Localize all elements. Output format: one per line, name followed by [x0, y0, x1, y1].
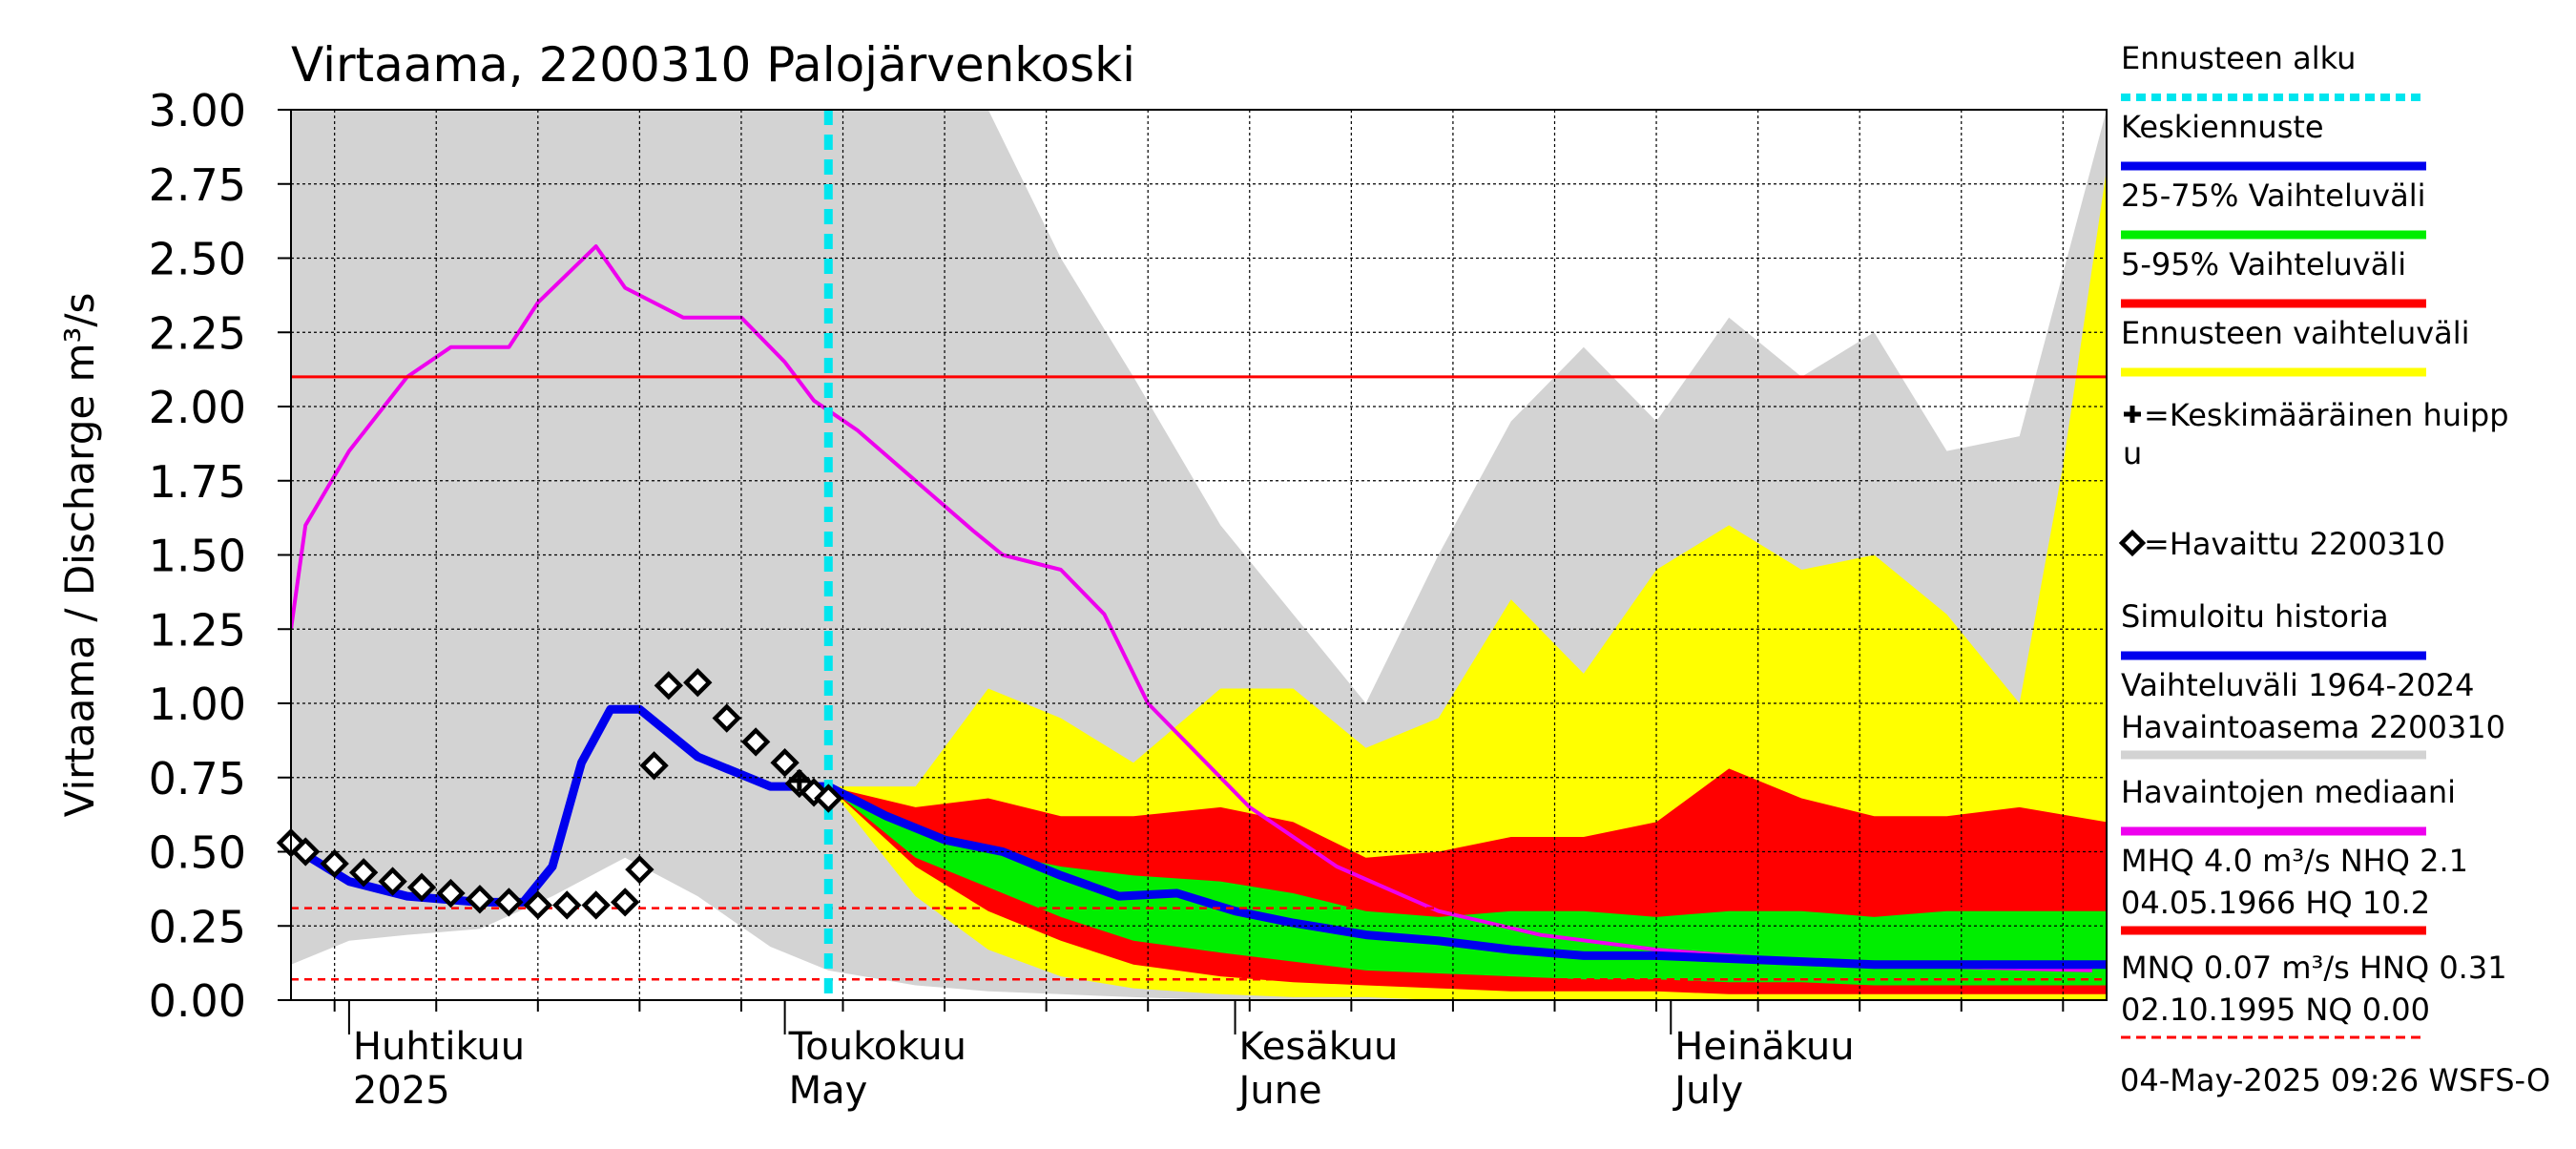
legend-item: Havaintojen mediaani — [2121, 774, 2456, 836]
observed-point — [378, 867, 407, 896]
month-sublabel: June — [1236, 1069, 1322, 1113]
observed-point — [683, 668, 713, 698]
legend-item: MHQ 4.0 m³/s NHQ 2.1 04.05.1966 HQ 10.2 — [2121, 843, 2468, 935]
observed-point — [320, 848, 349, 879]
month-label: Heinäkuu — [1674, 1025, 1854, 1069]
chart-title: Virtaama, 2200310 Palojärvenkoski — [291, 37, 1135, 93]
month-label: Huhtikuu — [353, 1025, 525, 1069]
observed-point — [654, 671, 684, 700]
observed-point — [581, 890, 611, 920]
month-label: Toukokuu — [788, 1025, 966, 1069]
legend-label: =Keskimääräinen huipp — [2144, 397, 2509, 433]
y-tick-label: 0.50 — [149, 827, 246, 879]
observed-point — [625, 854, 654, 885]
y-tick-label: 0.00 — [149, 975, 246, 1027]
plot-data-layer — [291, 110, 2107, 1000]
legend-label: 5-95% Vaihteluväli — [2121, 246, 2406, 282]
legend-item: =Havaittu 2200310 — [2118, 526, 2445, 562]
y-tick-label: 1.50 — [149, 531, 246, 582]
y-tick-label: 2.75 — [149, 159, 246, 211]
legend-item: 5-95% Vaihteluväli — [2121, 246, 2426, 308]
y-tick-label: 1.75 — [149, 456, 246, 508]
y-tick-label: 0.25 — [149, 901, 246, 952]
observed-point — [465, 885, 495, 914]
y-tick-label: 1.00 — [149, 679, 246, 730]
legend-item: MNQ 0.07 m³/s HNQ 0.31 02.10.1995 NQ 0.00 — [2121, 950, 2507, 1039]
y-tick-label: 3.00 — [149, 85, 246, 136]
legend-label: Havaintojen mediaani — [2121, 774, 2456, 810]
observed-point — [639, 751, 669, 781]
y-tick-label: 2.00 — [149, 382, 246, 433]
observed-point — [523, 890, 552, 920]
month-sublabel: May — [789, 1069, 868, 1113]
legend-label: Simuloitu historia — [2121, 598, 2389, 635]
legend-label-line2: 02.10.1995 NQ 0.00 — [2121, 992, 2430, 1028]
legend-label: 25-75% Vaihteluväli — [2121, 178, 2425, 214]
timestamp-footer: 04-May-2025 09:26 WSFS-O — [2120, 1062, 2550, 1098]
legend-label: Ennusteen vaihteluväli — [2121, 315, 2470, 351]
observed-point — [770, 748, 800, 778]
y-tick-label: 0.75 — [149, 753, 246, 804]
month-sublabel: 2025 — [353, 1069, 450, 1113]
legend-label-line2: u — [2123, 435, 2142, 471]
legend-diamond-marker — [2118, 529, 2147, 557]
legend-label: MHQ 4.0 m³/s NHQ 2.1 — [2121, 843, 2468, 879]
legend-item: Ennusteen vaihteluväli — [2121, 315, 2470, 377]
y-axis-label: Virtaama / Discharge m³/s — [56, 293, 103, 818]
observed-point — [436, 878, 466, 909]
observed-point — [291, 837, 321, 867]
legend-item: Keskiennuste — [2121, 109, 2426, 171]
observed-point — [814, 783, 843, 813]
observed-point — [552, 890, 582, 920]
legend-item: Ennusteen alku — [2121, 40, 2426, 101]
y-tick-label: 2.25 — [149, 307, 246, 359]
legend-item: Simuloitu historia — [2121, 598, 2426, 660]
legend-item: 25-75% Vaihteluväli — [2121, 178, 2426, 240]
simulated-history-line — [291, 704, 829, 907]
y-tick-label: 2.50 — [149, 234, 246, 285]
observed-point — [494, 888, 524, 917]
legend-item: Vaihteluväli 1964-2024 Havaintoasema 220… — [2121, 667, 2505, 760]
legend-label-line2: Havaintoasema 2200310 — [2121, 709, 2505, 745]
mean-forecast-line — [826, 783, 2107, 970]
legend-label: MNQ 0.07 m³/s HNQ 0.31 — [2121, 950, 2507, 986]
observed-point — [712, 703, 741, 733]
mean-peak-marker — [788, 769, 810, 791]
legend-label: =Havaittu 2200310 — [2144, 526, 2445, 562]
legend-label: Keskiennuste — [2121, 109, 2324, 145]
observed-point — [406, 872, 437, 903]
observed-point — [348, 858, 379, 888]
observed-point — [610, 888, 640, 917]
y-tick-label: 1.25 — [149, 604, 246, 656]
legend-label: Vaihteluväli 1964-2024 — [2121, 667, 2475, 703]
legend-cross-marker — [2124, 406, 2141, 423]
legend-label: Ennusteen alku — [2121, 40, 2356, 76]
observed-point — [740, 727, 771, 757]
legend-label-line2: 04.05.1966 HQ 10.2 — [2121, 885, 2430, 921]
month-label: Kesäkuu — [1239, 1025, 1399, 1069]
month-sublabel: July — [1672, 1069, 1743, 1113]
